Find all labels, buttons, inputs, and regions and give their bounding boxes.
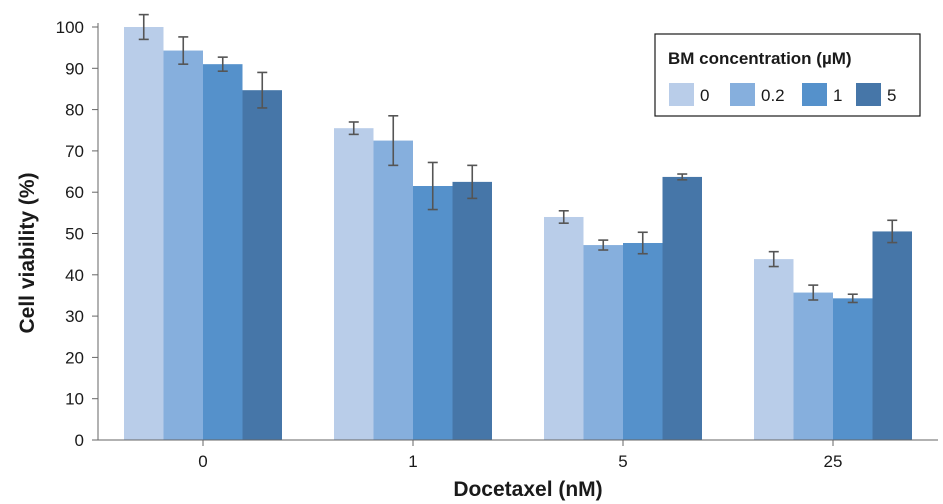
error-bars-layer: [138, 13, 898, 304]
bar-5-1: [623, 242, 663, 440]
bar-5-0: [544, 216, 584, 440]
bar-1-0: [334, 128, 374, 440]
y-tick-label-100: 100: [56, 18, 84, 37]
legend: BM concentration (µM) 0 0.2 1 5: [654, 33, 921, 117]
legend-label-1: 1: [833, 86, 842, 105]
bar-5-0.2: [583, 245, 623, 440]
bar-1-1: [413, 186, 453, 440]
y-tick-label-60: 60: [65, 183, 84, 202]
bar-0-0.2: [163, 50, 203, 440]
legend-title: BM concentration (µM): [668, 49, 852, 68]
bar-0-1: [203, 64, 243, 441]
y-tick-label-20: 20: [65, 348, 84, 367]
y-tick-label-40: 40: [65, 266, 84, 285]
x-tick-label-25: 25: [824, 452, 843, 471]
legend-items: 0 0.2 1 5: [669, 83, 896, 106]
legend-swatch-0: [669, 83, 694, 106]
y-tick-label-80: 80: [65, 101, 84, 120]
bars-layer: [124, 27, 912, 441]
x-tick-label-1: 1: [408, 452, 417, 471]
bar-25-0.2: [793, 292, 833, 440]
x-tick-label-0: 0: [198, 452, 207, 471]
bar-25-0: [754, 259, 794, 440]
bar-0-0: [124, 27, 164, 440]
x-tick-label-5: 5: [618, 452, 627, 471]
y-tick-label-70: 70: [65, 142, 84, 161]
bar-1-5: [452, 181, 492, 440]
legend-label-0: 0: [700, 86, 709, 105]
legend-label-0.2: 0.2: [761, 86, 785, 105]
bar-5-5: [662, 176, 702, 440]
legend-swatch-0.2: [730, 83, 755, 106]
x-axis-title: Docetaxel (nM): [453, 478, 602, 501]
y-tick-label-10: 10: [65, 390, 84, 409]
legend-swatch-5: [856, 83, 881, 106]
legend-swatch-1: [802, 83, 827, 106]
y-tick-label-0: 0: [75, 431, 84, 450]
bar-25-1: [833, 298, 873, 440]
y-tick-label-50: 50: [65, 225, 84, 244]
legend-label-5: 5: [887, 86, 896, 105]
bar-0-5: [242, 90, 282, 441]
bar-1-0.2: [373, 140, 413, 440]
y-tick-label-30: 30: [65, 307, 84, 326]
bar-25-5: [872, 231, 912, 440]
y-axis-title: Cell viability (%): [16, 172, 39, 333]
y-tick-label-90: 90: [65, 59, 84, 78]
